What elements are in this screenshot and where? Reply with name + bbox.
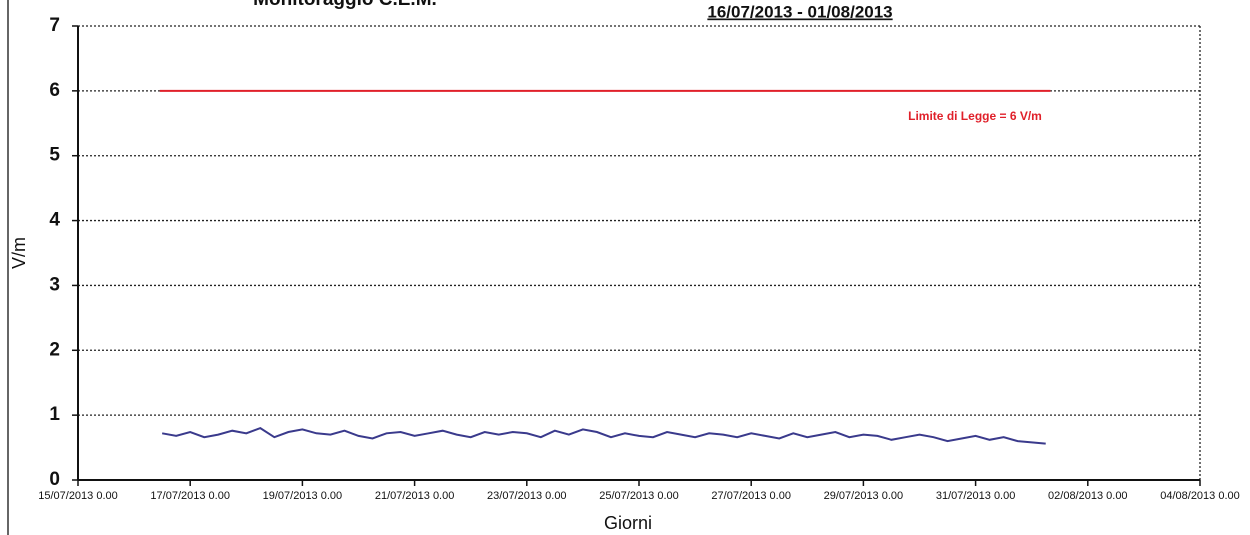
x-tick-label: 23/07/2013 0.00 <box>487 490 567 502</box>
annotation: Limite di Legge = 6 V/m <box>908 109 1042 123</box>
x-axis-label: Giorni <box>604 513 652 533</box>
x-tick-label: 29/07/2013 0.00 <box>824 490 904 502</box>
y-axis-label: V/m <box>9 237 29 269</box>
chart-subtitle: 16/07/2013 - 01/08/2013 <box>707 2 892 21</box>
chart-title: Monitoraggio C.E.M. <box>253 0 437 10</box>
y-tick-label: 3 <box>49 274 60 295</box>
x-tick-label: 27/07/2013 0.00 <box>711 490 791 502</box>
x-tick-label: 17/07/2013 0.00 <box>150 490 230 502</box>
y-tick-label: 0 <box>49 469 60 490</box>
x-tick-label: 31/07/2013 0.00 <box>936 490 1016 502</box>
y-tick-label: 2 <box>49 339 60 360</box>
y-tick-label: 7 <box>49 15 60 36</box>
x-tick-label: 02/08/2013 0.00 <box>1048 490 1128 502</box>
y-tick-label: 5 <box>49 145 60 166</box>
x-tick-label: 19/07/2013 0.00 <box>263 490 343 502</box>
y-tick-label: 6 <box>49 80 60 101</box>
series-line <box>161 426 1046 445</box>
y-tick-label: 4 <box>49 210 60 231</box>
x-tick-label: 21/07/2013 0.00 <box>375 490 455 502</box>
x-tick-label: 15/07/2013 0.00 <box>38 490 118 502</box>
x-tick-label: 25/07/2013 0.00 <box>599 490 679 502</box>
y-tick-label: 1 <box>49 404 60 425</box>
x-tick-label: 04/08/2013 0.00 <box>1160 490 1240 502</box>
